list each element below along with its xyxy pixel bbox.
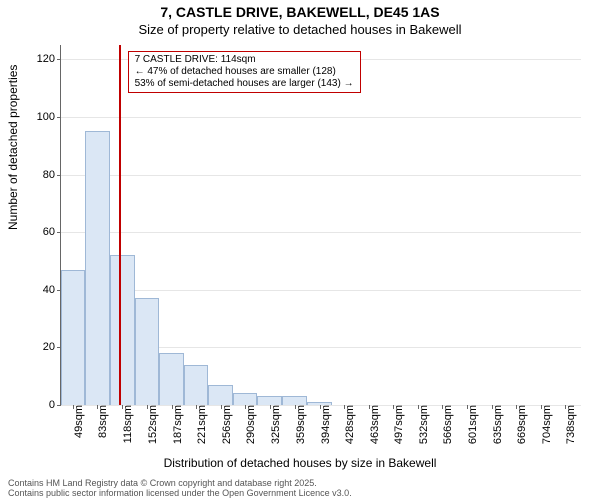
y-tick-label: 100 (37, 111, 55, 123)
annotation-line: ← 47% of detached houses are smaller (12… (135, 66, 354, 78)
x-tick-label: 532sqm (418, 405, 424, 444)
x-tick-label: 221sqm (196, 405, 202, 444)
histogram-bar (184, 365, 208, 405)
histogram-bar (159, 353, 184, 405)
annotation-line: 53% of semi-detached houses are larger (… (135, 78, 354, 90)
y-tick-label: 60 (43, 226, 55, 238)
x-tick-label: 635sqm (492, 405, 498, 444)
x-tick-label: 738sqm (565, 405, 571, 444)
histogram-bar (61, 270, 85, 405)
gridline (61, 290, 581, 291)
gridline (61, 117, 581, 118)
chart-title-sub: Size of property relative to detached ho… (0, 22, 600, 37)
x-tick-label: 359sqm (295, 405, 301, 444)
x-tick-label: 325sqm (270, 405, 276, 444)
x-tick-label: 256sqm (221, 405, 227, 444)
y-tick-label: 80 (43, 169, 55, 181)
x-tick-label: 152sqm (147, 405, 153, 444)
x-tick-label: 290sqm (245, 405, 251, 444)
histogram-bar (282, 396, 306, 405)
x-tick-label: 566sqm (442, 405, 448, 444)
x-axis-label: Distribution of detached houses by size … (0, 456, 600, 470)
histogram-bar (208, 385, 233, 405)
x-tick-label: 497sqm (393, 405, 399, 444)
footer-line: Contains HM Land Registry data © Crown c… (8, 478, 352, 488)
histogram-bar (110, 255, 135, 405)
x-tick-label: 187sqm (172, 405, 178, 444)
x-tick-label: 394sqm (320, 405, 326, 444)
y-axis-label: Number of detached properties (6, 65, 20, 230)
y-tick-label: 120 (37, 53, 55, 65)
x-tick-label: 83sqm (97, 405, 103, 438)
chart-title-main: 7, CASTLE DRIVE, BAKEWELL, DE45 1AS (0, 4, 600, 20)
chart-container: { "chart": { "type": "histogram", "title… (0, 0, 600, 500)
plot-area: 0204060801001207 CASTLE DRIVE: 114sqm← 4… (60, 45, 581, 406)
histogram-bar (233, 393, 257, 405)
x-tick-label: 669sqm (516, 405, 522, 444)
x-tick-label: 49sqm (73, 405, 79, 438)
x-tick-label: 601sqm (467, 405, 473, 444)
annotation-box: 7 CASTLE DRIVE: 114sqm← 47% of detached … (128, 51, 361, 93)
histogram-bar (85, 131, 109, 405)
annotation-line: 7 CASTLE DRIVE: 114sqm (135, 54, 354, 66)
y-tick-label: 20 (43, 341, 55, 353)
y-tick-label: 0 (49, 399, 55, 411)
histogram-bar (257, 396, 282, 405)
footer-line: Contains public sector information licen… (8, 488, 352, 498)
x-tick-label: 118sqm (122, 405, 128, 443)
x-tick-label: 704sqm (541, 405, 547, 444)
y-tick-label: 40 (43, 284, 55, 296)
property-marker-line (119, 45, 121, 405)
gridline (61, 175, 581, 176)
gridline (61, 232, 581, 233)
x-tick-label: 428sqm (344, 405, 350, 444)
histogram-bar (135, 298, 159, 405)
footer-attribution: Contains HM Land Registry data © Crown c… (8, 478, 352, 498)
x-tick-label: 463sqm (369, 405, 375, 444)
